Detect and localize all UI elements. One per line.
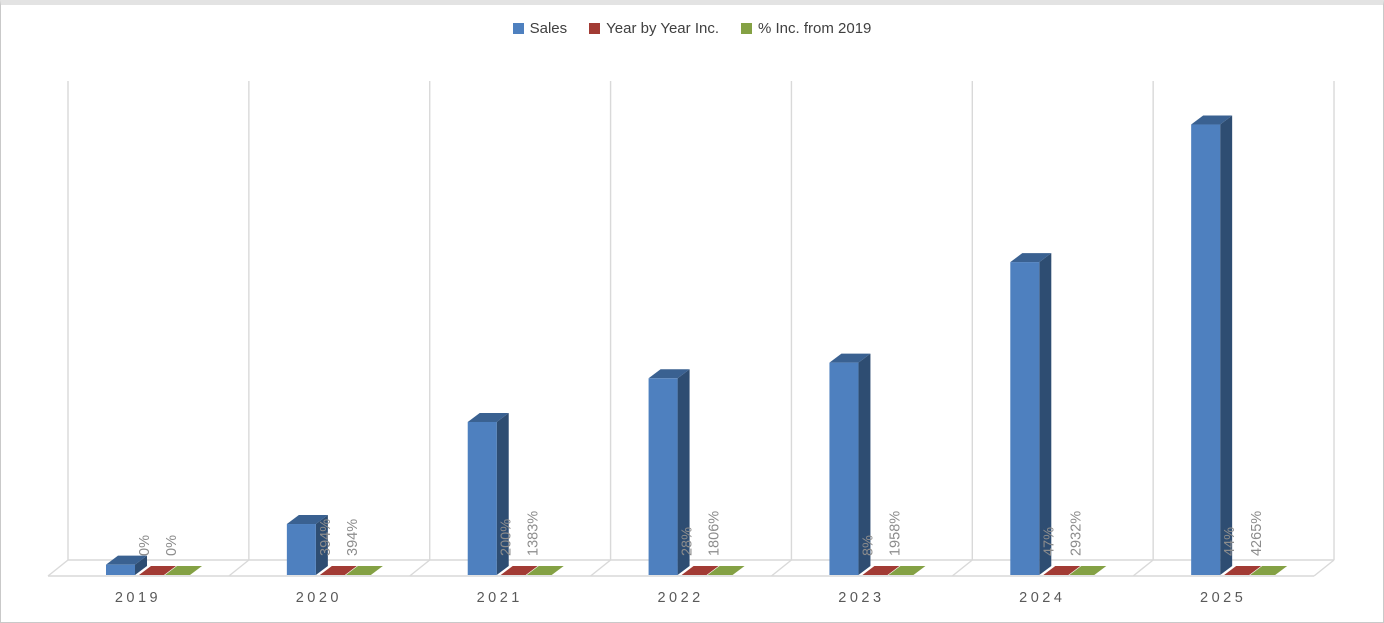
bar-pct-inc-from-2019[interactable] — [1069, 566, 1107, 575]
bar-sales[interactable] — [1010, 262, 1040, 575]
bar-year-by-year-inc[interactable] — [139, 566, 176, 575]
legend-label-sales: Sales — [529, 20, 568, 37]
legend-label-pct-inc-from-2019: % Inc. from 2019 — [758, 20, 872, 37]
bar-sales[interactable] — [467, 421, 497, 575]
wall-gridline — [228, 559, 250, 577]
wall-gridline — [590, 559, 612, 577]
bar-year-by-year-inc[interactable] — [319, 566, 357, 575]
bar-pct-inc-from-2019[interactable] — [165, 566, 202, 575]
legend-item-year-by-year-inc[interactable]: Year by Year Inc. — [589, 20, 719, 37]
data-label: 44% — [1222, 527, 1238, 556]
bar-sales-side — [1039, 253, 1052, 575]
category-label: 2024 — [1019, 590, 1065, 606]
bar-sales-top — [106, 555, 147, 565]
bar-sales-top — [1010, 253, 1052, 263]
wall-gridline — [47, 559, 69, 577]
bar-pct-inc-from-2019[interactable] — [1250, 566, 1288, 575]
legend-item-pct-inc-from-2019[interactable]: % Inc. from 2019 — [741, 20, 871, 37]
sales-swatch-icon — [512, 23, 524, 34]
wall-gridline — [771, 559, 792, 577]
data-label: 394% — [318, 519, 334, 556]
wall-gridline — [1132, 559, 1154, 577]
bar-sales-top — [829, 353, 871, 363]
bar-sales-side — [1220, 115, 1233, 576]
bar-pct-inc-from-2019[interactable] — [888, 566, 926, 575]
bar-sales-top — [286, 515, 328, 525]
category-label: 2025 — [1200, 590, 1246, 606]
category-label: 2020 — [296, 590, 342, 606]
data-label: 0% — [164, 535, 180, 556]
data-label: 8% — [860, 535, 876, 556]
bar-pct-inc-from-2019[interactable] — [345, 566, 383, 575]
3d-column-chart-plot[interactable]: 0% 0% 2019 394% 394% 2020 200% 1383% 2021 28% 1806… — [1, 5, 1384, 623]
category-label: 2019 — [115, 590, 161, 606]
wall-gridline — [409, 559, 431, 577]
bar-sales-top — [467, 412, 509, 422]
category-label: 2023 — [838, 590, 884, 606]
bar-pct-inc-from-2019[interactable] — [707, 566, 745, 575]
bar-sales[interactable] — [829, 362, 859, 575]
bar-sales[interactable] — [106, 564, 135, 575]
bar-sales-side — [315, 515, 328, 575]
data-label: 394% — [345, 519, 361, 556]
data-label: 1958% — [887, 511, 903, 556]
data-label: 200% — [499, 519, 515, 556]
bar-year-by-year-inc[interactable] — [862, 566, 900, 575]
data-label: 47% — [1041, 527, 1057, 556]
bar-year-by-year-inc[interactable] — [1043, 566, 1081, 575]
bar-year-by-year-inc[interactable] — [1224, 566, 1262, 575]
bar-sales-top — [1191, 115, 1233, 125]
bar-year-by-year-inc[interactable] — [500, 566, 538, 575]
bar-sales-top — [648, 369, 690, 379]
legend-label-year-by-year-inc: Year by Year Inc. — [606, 20, 719, 37]
chart-legend: Sales Year by Year Inc. % Inc. from 2019 — [1, 20, 1383, 37]
bar-sales[interactable] — [286, 524, 316, 575]
legend-item-sales[interactable]: Sales — [512, 20, 568, 37]
pct-inc-from-2019-swatch-icon — [741, 23, 752, 34]
data-label: 2932% — [1068, 511, 1084, 556]
data-label: 1806% — [707, 511, 723, 556]
bar-pct-inc-from-2019[interactable] — [526, 566, 564, 575]
year-by-year-inc-swatch-icon — [589, 23, 601, 34]
bar-sales-side — [858, 353, 871, 575]
bar-sales[interactable] — [648, 378, 678, 575]
bar-year-by-year-inc[interactable] — [681, 566, 719, 575]
category-label: 2021 — [477, 590, 523, 606]
bar-sales-side — [135, 555, 147, 575]
wall-gridline — [1313, 559, 1335, 577]
bar-sales[interactable] — [1191, 124, 1221, 576]
data-label: 1383% — [526, 511, 542, 556]
data-label: 28% — [680, 527, 696, 556]
wall-gridline — [951, 559, 973, 577]
category-label: 2022 — [657, 590, 703, 606]
bar-sales-side — [677, 369, 690, 575]
data-label: 0% — [137, 535, 153, 556]
bar-sales-side — [496, 412, 509, 575]
data-label: 4265% — [1249, 511, 1265, 556]
